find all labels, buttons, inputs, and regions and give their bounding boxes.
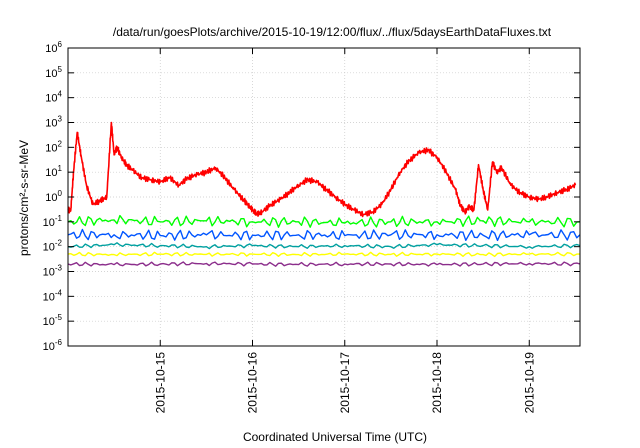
x-tick-label: 2015-10-16 [246, 352, 260, 414]
series-line-6 [67, 261, 581, 267]
y-tick-exponent: -2 [55, 239, 63, 248]
x-tick-label: 2015-10-19 [522, 352, 536, 414]
y-tick-label: 104 [45, 90, 62, 105]
y-tick-label: 10-5 [43, 313, 63, 328]
y-tick-exponent: 5 [58, 65, 63, 74]
plot-frame [67, 47, 581, 347]
y-tick-exponent: -5 [55, 313, 63, 322]
y-tick-label: 10-1 [43, 214, 63, 229]
y-tick-exponent: 0 [58, 189, 63, 198]
y-tick-label: 10-6 [43, 338, 63, 353]
y-tick-exponent: 2 [58, 139, 63, 148]
series-line-2 [67, 214, 581, 228]
grid [68, 48, 580, 346]
x-tick-label: 2015-10-17 [338, 352, 352, 414]
y-tick-exponent: -4 [55, 288, 63, 297]
x-axis-label: Coordinated Universal Time (UTC) [243, 430, 427, 444]
x-tick-label: 2015-10-15 [153, 352, 167, 414]
y-tick-label: 101 [45, 164, 62, 179]
y-ticks: 10-610-510-410-310-210-11001011021031041… [43, 40, 580, 353]
y-tick-exponent: 1 [58, 164, 63, 173]
series-group [67, 121, 581, 267]
y-tick-exponent: 4 [58, 90, 63, 99]
y-axis-label: protons/cm²-s-sr-MeV [17, 140, 31, 256]
series-line-3 [67, 242, 581, 250]
x-ticks: 2015-10-15 2015-10-16 2015-10-17 2015-10-18… [153, 48, 536, 413]
x-tick-label: 2015-10-18 [430, 352, 444, 414]
y-tick-label: 102 [45, 139, 62, 154]
y-tick-label: 10-4 [43, 288, 63, 303]
y-tick-exponent: 3 [58, 115, 63, 124]
y-tick-label: 100 [45, 189, 62, 204]
y-tick-label: 106 [45, 40, 62, 55]
y-tick-exponent: -3 [55, 264, 63, 273]
y-tick-label: 103 [45, 115, 62, 130]
series-line-5 [67, 251, 580, 258]
series-line-4 [67, 228, 581, 242]
y-tick-label: 10-3 [43, 264, 63, 279]
series-line-1 [67, 121, 577, 218]
y-tick-exponent: -6 [55, 338, 63, 347]
y-tick-label: 105 [45, 65, 62, 80]
chart-title: /data/run/goesPlots/archive/2015-10-19/1… [113, 25, 552, 39]
y-tick-exponent: -1 [55, 214, 63, 223]
y-tick-exponent: 6 [58, 40, 63, 49]
y-tick-label: 10-2 [43, 239, 63, 254]
